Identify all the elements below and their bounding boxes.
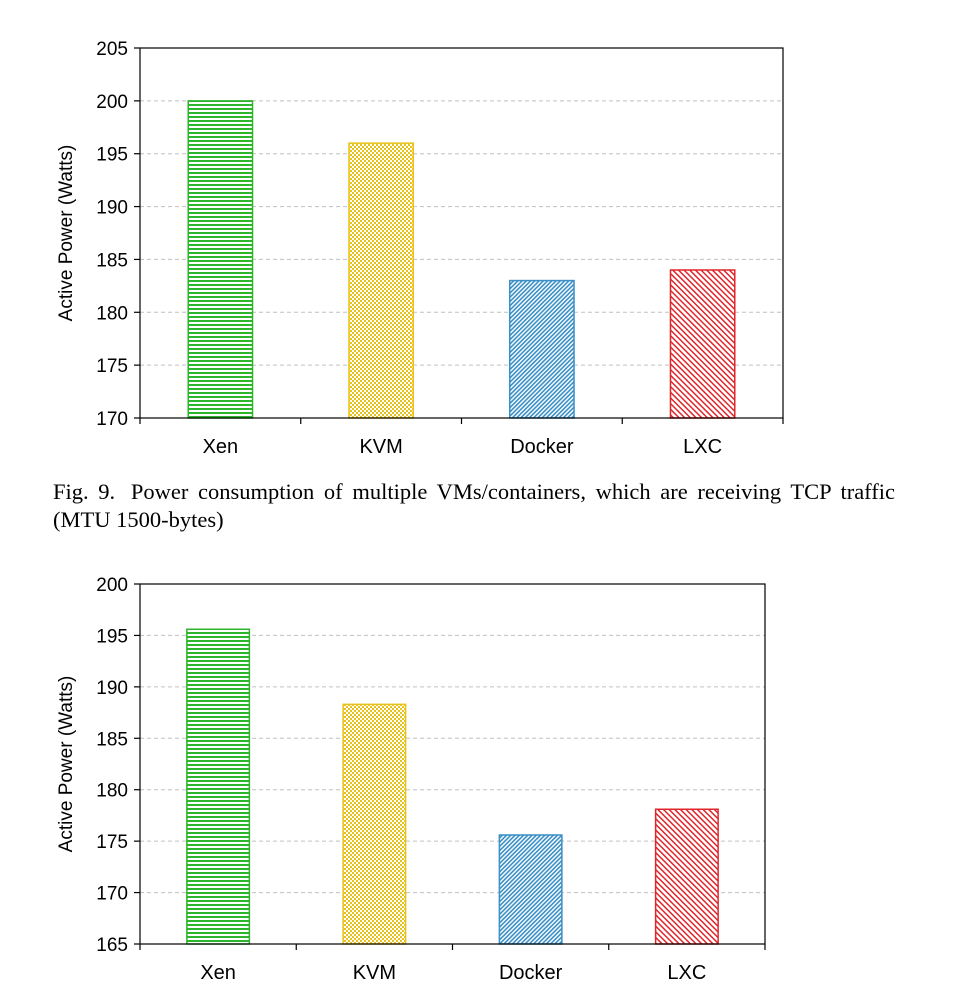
y-tick-label: 205 [96, 39, 128, 60]
x-tick-label: LXC [683, 436, 722, 458]
x-tick-label: Xen [203, 436, 239, 458]
y-tick-label: 190 [96, 198, 128, 219]
figure-caption: Fig. 9. Power consumption of multiple VM… [53, 478, 895, 534]
x-tick-label: KVM [353, 962, 396, 984]
bar-lxc [654, 808, 719, 945]
bar-kvm [342, 703, 407, 945]
x-tick-label: LXC [667, 962, 706, 984]
y-axis-label: Active Power (Watts) [56, 145, 77, 322]
x-tick-label: KVM [359, 436, 402, 458]
y-tick-label: 170 [96, 884, 128, 905]
bar-xen [187, 100, 254, 419]
bar-docker [498, 834, 563, 945]
y-tick-label: 180 [96, 781, 128, 802]
y-tick-label: 185 [96, 250, 128, 271]
y-tick-label: 195 [96, 145, 128, 166]
bar-docker [508, 279, 575, 419]
bar-kvm [348, 142, 415, 419]
y-tick-label: 200 [96, 575, 128, 596]
y-tick-label: 195 [96, 626, 128, 647]
y-tick-label: 180 [96, 303, 128, 324]
y-tick-label: 165 [96, 935, 128, 956]
bar-lxc [669, 269, 736, 419]
bar-xen [186, 628, 251, 945]
caption-text: Power consumption of multiple VMs/contai… [53, 479, 895, 532]
y-tick-label: 175 [96, 356, 128, 377]
y-tick-label: 185 [96, 729, 128, 750]
caption-label: Fig. 9. [53, 479, 116, 504]
x-tick-label: Docker [510, 436, 574, 458]
x-tick-label: Docker [499, 962, 563, 984]
y-tick-label: 200 [96, 92, 128, 113]
plot-area-frame [139, 583, 766, 945]
x-tick-label: Xen [200, 962, 236, 984]
chart-1: 170 175 180 185 190 195 200 205 Xen KVM Docker LXC A… [56, 39, 784, 458]
y-tick-label: 170 [96, 409, 128, 430]
y-tick-label: 175 [96, 832, 128, 853]
y-axis-label: Active Power (Watts) [56, 676, 77, 853]
y-tick-label: 190 [96, 678, 128, 699]
